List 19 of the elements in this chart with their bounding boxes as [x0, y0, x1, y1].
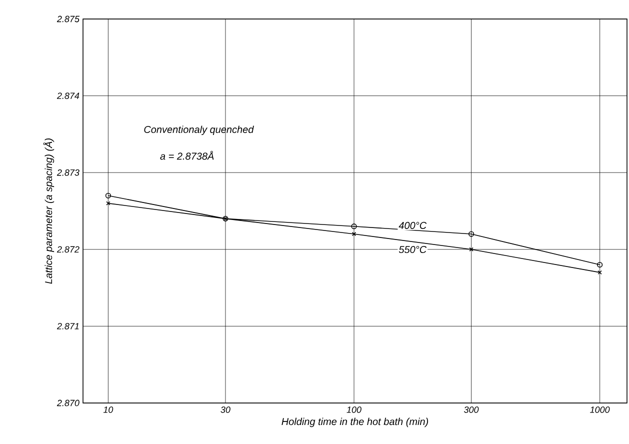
y-axis-title: Lattice parameter (a spacing) (Å) [43, 138, 54, 284]
x-tick-label: 300 [464, 406, 479, 413]
y-tick-label: 2.874 [56, 92, 80, 99]
series-label: 400°C [398, 222, 427, 229]
x-axis-title: Holding time in the hot bath (min) [282, 418, 428, 428]
annotation: a = 2.8738Å [160, 150, 214, 160]
point [351, 224, 357, 230]
x-tick-label: 30 [220, 406, 230, 413]
y-tick-label: 2.875 [56, 16, 80, 22]
y-tick-label: 2.872 [56, 246, 80, 253]
point [352, 232, 356, 236]
y-tick-label: 2.870 [56, 400, 80, 406]
y-tick-label: 2.871 [56, 323, 79, 330]
x-tick-label: 100 [346, 406, 362, 413]
y-tick-label: 2.873 [56, 169, 80, 176]
x-tick-label: 10 [103, 406, 114, 413]
annotation: Conventionaly quenched [144, 126, 254, 136]
series-label: 550°C [398, 246, 427, 254]
x-tick-label: 1000 [590, 406, 610, 413]
